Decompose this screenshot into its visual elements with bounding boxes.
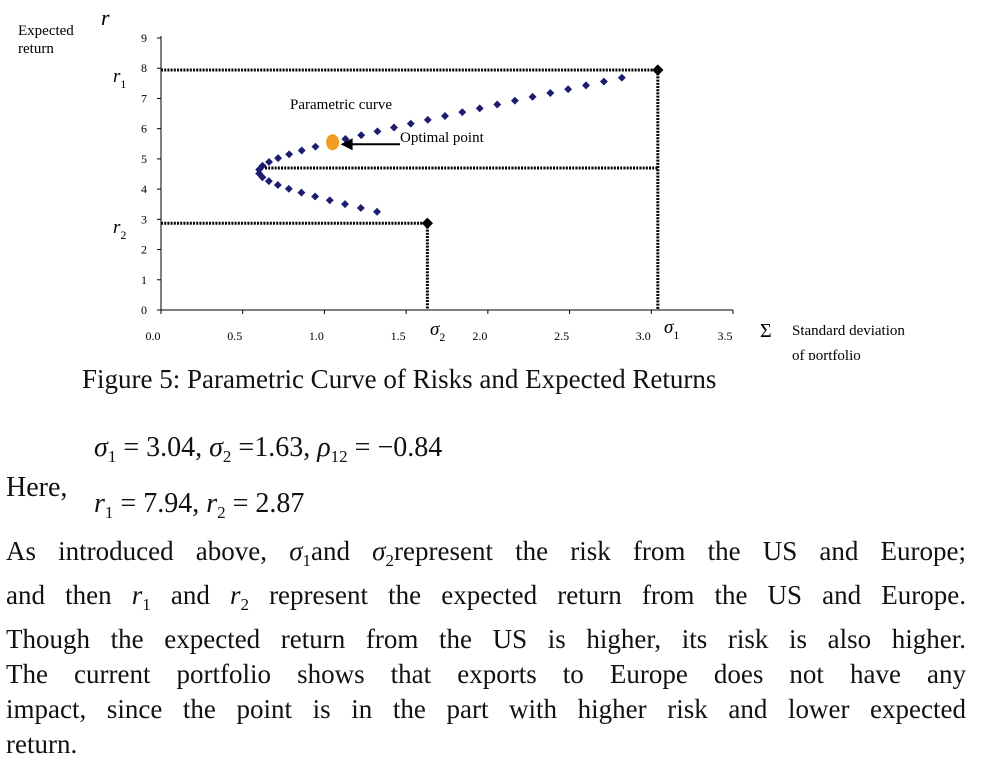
paragraph-line-2: and then r1 and r2 represent the expecte… [6, 580, 966, 614]
here-label: Here, [6, 472, 68, 503]
x-tick-label: 1.0 [309, 329, 324, 343]
r1-label: r1 [113, 66, 126, 91]
x-tick-label: 2.5 [554, 329, 569, 343]
curve-point [274, 154, 283, 163]
x-tick-label: 0.5 [227, 329, 242, 343]
y-tick-label: 6 [141, 122, 147, 136]
curve-point [356, 203, 365, 212]
y-tick-label: 7 [141, 91, 147, 105]
parametric-curve-label: Parametric curve [290, 97, 392, 113]
x-tick-label: 1.5 [391, 329, 406, 343]
curve-point [406, 119, 415, 128]
x-axis-symbol: Σ [760, 320, 772, 342]
y-tick-label: 4 [141, 182, 147, 196]
curve-point [285, 150, 294, 159]
curve-point [528, 92, 537, 101]
curve-point [297, 146, 306, 155]
x-tick-label: 2.0 [472, 329, 487, 343]
curve-point [311, 142, 320, 151]
sigma1-label: σ1 [664, 317, 679, 342]
y-tick-label: 1 [141, 273, 147, 287]
curve-point [341, 200, 349, 209]
axes [157, 36, 734, 314]
curve-point [599, 77, 608, 86]
x-tick-label: 3.0 [636, 329, 651, 343]
y-tick-label: 2 [141, 243, 147, 257]
tick-labels: 0 1 2 3 4 5 6 7 8 9 0.0 0.5 1.0 1.5 2.0 2.5 3.0 3.5 [141, 31, 733, 343]
y-axis-symbol: r [101, 5, 110, 30]
paragraph-line-5: impact, since the point is in the part w… [6, 694, 966, 724]
curve-point [325, 196, 334, 205]
y-tick-label: 3 [141, 212, 147, 226]
curve-point [264, 177, 273, 186]
curve-point [441, 112, 449, 120]
curve-point [311, 192, 320, 201]
curve-point [617, 73, 626, 82]
y-tick-label: 9 [141, 31, 147, 45]
endpoint-europe [421, 217, 434, 229]
paragraph-line-3: Though the expected return from the US i… [6, 624, 966, 654]
curve-point [284, 184, 293, 193]
curve-point [265, 158, 274, 166]
x-tick-label: 3.5 [718, 329, 733, 343]
optimal-point [326, 134, 340, 151]
curve-point [546, 89, 555, 97]
curve-point [297, 188, 306, 197]
r2-label: r2 [113, 217, 126, 242]
paragraph-line-6: return. [6, 729, 78, 759]
figure-caption: Figure 5: Parametric Curve of Risks and … [82, 364, 717, 394]
body-paragraph: As introduced above, σ1and σ2represent t… [6, 534, 966, 762]
x-tick-label: 0.0 [146, 329, 161, 343]
curve-point [582, 81, 590, 90]
y-tick-label: 5 [141, 152, 147, 166]
curve-point [373, 127, 382, 136]
chart-labels: Parametric curve Optimal point Expected ret… [18, 5, 905, 360]
curve-point [390, 123, 398, 132]
curve-point [273, 180, 282, 189]
curve-point [493, 100, 502, 109]
curve-point [458, 108, 467, 117]
curve-point [373, 207, 382, 216]
curve-point [357, 131, 366, 140]
x-axis-label: Standard deviation of portfolio [792, 323, 905, 360]
optimal-point-label: Optimal point [400, 130, 485, 146]
paragraph-line-1: As introduced above, σ1and σ2represent t… [6, 536, 967, 570]
y-tick-label: 8 [141, 61, 147, 75]
curve-point [564, 85, 573, 94]
parametric-curve-chart: 0 1 2 3 4 5 6 7 8 9 0.0 0.5 1.0 1.5 2.0 2.5 3.0 3.5 Param… [18, 5, 905, 360]
curve-point [510, 96, 519, 105]
guide-lines [161, 68, 660, 310]
y-tick-label: 0 [141, 303, 147, 317]
equation-sigma-rho: σ1 = 3.04, σ2 =1.63, ρ12 = −0.84 [94, 432, 443, 466]
equation-returns: r1 = 7.94, r2 = 2.87 [94, 488, 305, 522]
sigma2-label: σ2 [430, 319, 445, 344]
paragraph-line-4: The current portfolio shows that exports… [6, 659, 966, 689]
curve-point [423, 115, 432, 124]
optimal-arrowhead [340, 138, 353, 151]
endpoint-us [652, 64, 664, 76]
curve-point [475, 104, 484, 113]
parametric-curve [255, 64, 664, 229]
y-axis-label: Expected return [18, 23, 74, 57]
